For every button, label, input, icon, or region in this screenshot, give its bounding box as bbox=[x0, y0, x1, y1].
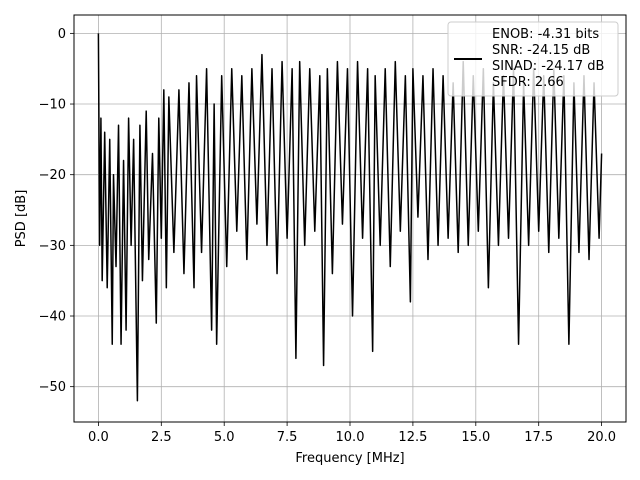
y-tick-label: −40 bbox=[39, 310, 66, 325]
y-tick-label: −20 bbox=[39, 168, 66, 183]
data-layer bbox=[97, 33, 603, 402]
y-tick-label: 0 bbox=[58, 27, 66, 42]
x-tick-label: 15.0 bbox=[461, 430, 490, 445]
legend-line-3: SFDR: 2.66 bbox=[492, 75, 564, 90]
x-tick-label: 10.0 bbox=[336, 430, 365, 445]
y-tick-label: −30 bbox=[39, 239, 66, 254]
x-tick-label: 20.0 bbox=[587, 430, 616, 445]
x-tick-label: 0.0 bbox=[88, 430, 109, 445]
x-axis-label: Frequency [MHz] bbox=[295, 451, 404, 466]
x-tick-label: 5.0 bbox=[214, 430, 235, 445]
legend-line-1: SNR: -24.15 dB bbox=[492, 43, 590, 58]
psd-series-line bbox=[97, 33, 603, 402]
y-axis-label: PSD [dB] bbox=[14, 190, 29, 248]
legend-line-2: SINAD: -24.17 dB bbox=[492, 59, 604, 74]
x-tick-label: 17.5 bbox=[524, 430, 553, 445]
y-tick-label: −50 bbox=[39, 380, 66, 395]
x-tick-label: 7.5 bbox=[277, 430, 298, 445]
x-tick-label: 12.5 bbox=[398, 430, 427, 445]
legend: ENOB: -4.31 bits SNR: -24.15 dB SINAD: -24… bbox=[447, 21, 619, 97]
y-tick-label: −10 bbox=[39, 98, 66, 113]
legend-text: ENOB: -4.31 bits SNR: -24.15 dB SINAD: -24… bbox=[492, 27, 604, 90]
legend-box bbox=[447, 21, 619, 97]
legend-line-0: ENOB: -4.31 bits bbox=[492, 27, 599, 42]
x-tick-label: 2.5 bbox=[151, 430, 172, 445]
axis-ticks: 0.0 2.5 5.0 7.5 10.0 12.5 15.0 17.5 20.0 0 −10 −20 −… bbox=[39, 27, 617, 445]
